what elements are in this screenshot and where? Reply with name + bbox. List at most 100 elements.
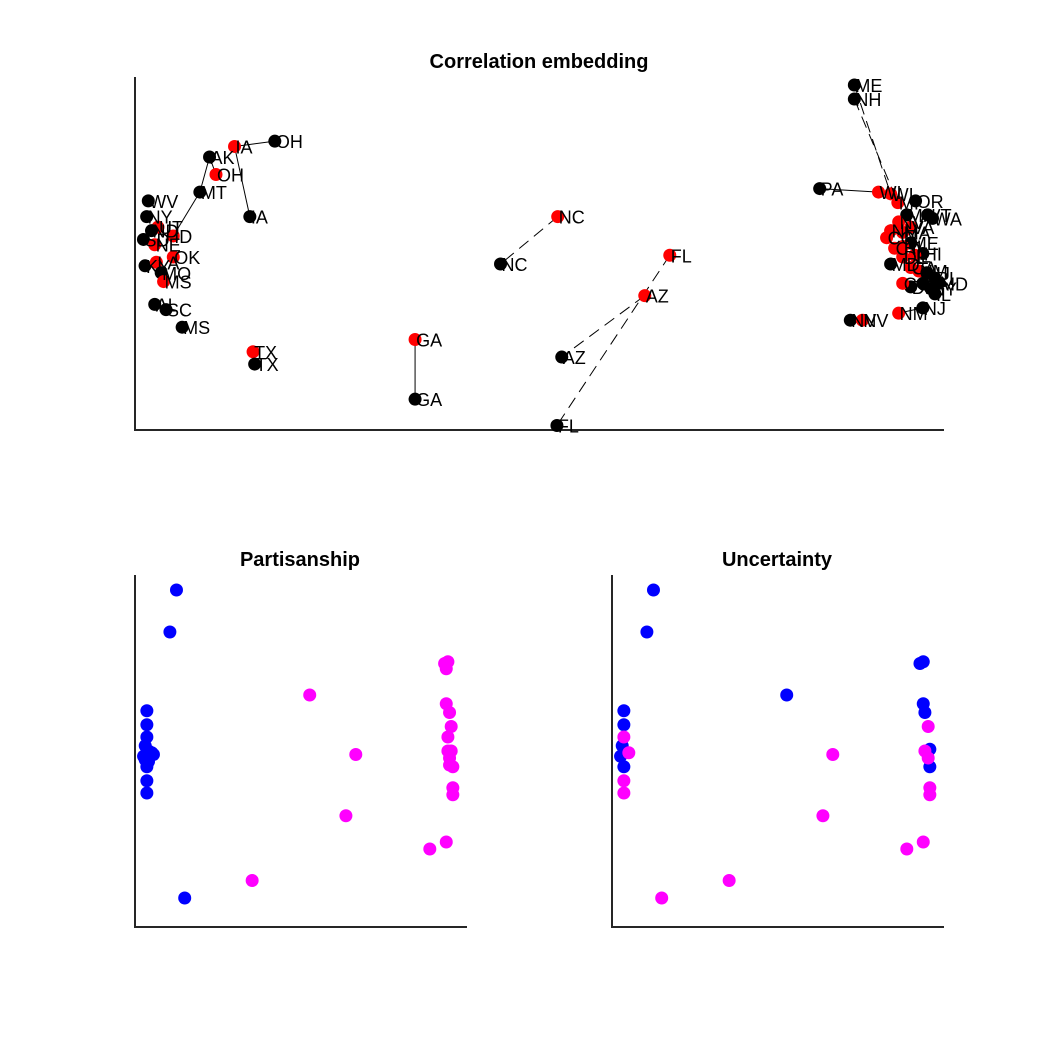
correlation-embedding-point-label-23: TX — [254, 343, 277, 363]
uncertainty-point-14 — [617, 730, 631, 744]
partisanship-point-19 — [245, 874, 259, 887]
correlation-embedding-point-16 — [138, 259, 152, 273]
correlation-embedding-point-52 — [884, 257, 898, 271]
correlation-embedding-point-label-55: NJ — [928, 264, 950, 284]
correlation-embedding-point-label-48: CT — [896, 239, 920, 259]
partisanship-point-25 — [444, 720, 458, 733]
correlation-embedding-point-label-31: AZ — [563, 348, 586, 368]
uncertainty-point-9 — [916, 655, 930, 669]
uncertainty-point-3 — [617, 718, 631, 732]
partisanship-point-26 — [441, 730, 455, 744]
correlation-embedding-point-label-19: MS — [165, 273, 192, 293]
correlation-embedding-point-label-15: OK — [174, 248, 200, 268]
correlation-embedding-point-label-56: RI — [936, 269, 954, 289]
correlation-embedding-point-label-53: CA — [912, 259, 937, 279]
correlation-embedding-point-label-7: IA — [251, 208, 268, 228]
partisanship-point-1 — [163, 625, 177, 639]
correlation-embedding-point-60 — [896, 276, 910, 290]
partisanship-point-35 — [423, 842, 437, 856]
correlation-embedding-point-label-25: GA — [416, 330, 442, 350]
partisanship-point-14 — [140, 786, 154, 800]
correlation-embedding-point-label-20: AL — [156, 295, 178, 315]
correlation-embedding-point-label-26: GA — [416, 390, 442, 410]
correlation-embedding-axes — [134, 77, 944, 431]
partisanship-point-2 — [140, 704, 154, 718]
correlation-embedding-point-label-47: RI — [904, 237, 922, 257]
uncertainty-point-6 — [617, 760, 631, 774]
correlation-embedding-point-label-16: KY — [146, 257, 170, 277]
uncertainty-point-20 — [826, 748, 840, 761]
correlation-embedding-point-label-58: NY — [932, 280, 957, 300]
correlation-embedding-link-10 — [853, 84, 892, 194]
correlation-embedding-point-label-59: DE — [912, 278, 937, 298]
correlation-embedding-point-label-12: SD — [144, 230, 169, 250]
correlation-embedding-point-label-10: UT — [159, 218, 183, 238]
correlation-embedding-point-label-14: NE — [156, 236, 181, 256]
correlation-embedding-point-label-3: IA — [236, 137, 253, 157]
correlation-embedding-point-63 — [916, 301, 930, 315]
correlation-embedding-point-label-46: ME — [912, 234, 939, 254]
correlation-embedding-points — [136, 78, 946, 432]
correlation-embedding-point-label-60: CO — [904, 274, 931, 294]
uncertainty-point-21 — [816, 809, 830, 823]
correlation-embedding-point-label-34: WI — [892, 185, 914, 205]
correlation-embedding-point-51 — [896, 250, 910, 264]
partisanship-axes — [134, 575, 467, 928]
correlation-embedding-point-64 — [892, 306, 906, 320]
correlation-embedding-point-label-27: NC — [559, 208, 585, 228]
correlation-embedding-point-label-18: MO — [162, 264, 191, 284]
correlation-embedding-point-66 — [855, 313, 869, 327]
uncertainty-point-18 — [655, 891, 669, 905]
correlation-embedding-point-29 — [663, 248, 677, 262]
uncertainty-point-16 — [617, 774, 631, 788]
uncertainty-axes — [611, 575, 944, 928]
partisanship-points — [137, 583, 460, 905]
correlation-embedding-link-8 — [561, 295, 646, 358]
uncertainty-point-22 — [921, 720, 935, 733]
correlation-embedding-point-label-50: IL — [916, 246, 931, 266]
correlation-embedding-point-11 — [145, 224, 159, 238]
correlation-embedding-point-48 — [888, 241, 902, 255]
correlation-embedding-point-26 — [408, 392, 422, 406]
correlation-embedding-point-31 — [555, 350, 569, 364]
correlation-embedding-point-label-13: ID — [174, 227, 192, 247]
correlation-embedding-point-23 — [246, 345, 260, 359]
correlation-embedding-point-41 — [892, 215, 906, 229]
correlation-embedding-point-27 — [551, 210, 565, 224]
correlation-embedding-point-label-64: NM — [900, 304, 928, 324]
correlation-embedding-point-34 — [884, 187, 898, 201]
correlation-embedding-point-label-9: NY — [148, 208, 173, 228]
correlation-embedding-point-label-11: ND — [153, 222, 179, 242]
correlation-embedding-point-label-42: VA — [912, 218, 935, 238]
correlation-embedding-link-4 — [172, 191, 201, 237]
correlation-embedding-point-label-41: NV — [900, 213, 925, 233]
correlation-embedding-point-label-4: AK — [211, 148, 235, 168]
uncertainty-point-26 — [923, 788, 937, 802]
partisanship-panel: Partisanship — [134, 549, 467, 928]
correlation-embedding-point-43 — [896, 225, 910, 239]
correlation-embedding-point-7 — [243, 210, 257, 224]
correlation-embedding-point-37 — [909, 194, 923, 208]
uncertainty-point-19 — [722, 874, 736, 887]
uncertainty-points — [614, 583, 937, 905]
correlation-embedding-point-label-2: OH — [276, 132, 303, 152]
correlation-embedding-point-label-44: NH — [892, 222, 918, 242]
correlation-embedding-point-36 — [891, 196, 905, 210]
correlation-embedding-point-label-33: PA — [821, 180, 844, 200]
correlation-embedding-link-1 — [234, 146, 251, 217]
partisanship-point-31 — [446, 760, 460, 774]
correlation-embedding-point-9 — [140, 210, 154, 224]
uncertainty-point-11 — [918, 706, 932, 719]
partisanship-point-22 — [439, 662, 453, 676]
partisanship-point-18 — [339, 809, 353, 823]
partisanship-point-12 — [138, 753, 152, 767]
uncertainty-point-2 — [617, 704, 631, 718]
partisanship-point-33 — [446, 788, 460, 802]
correlation-embedding-point-32 — [550, 418, 564, 432]
correlation-embedding-point-label-1: NH — [855, 90, 881, 110]
correlation-embedding-point-25 — [408, 332, 422, 346]
correlation-embedding-point-label-43: MA — [904, 223, 931, 243]
correlation-embedding-point-label-32: FL — [558, 416, 579, 436]
